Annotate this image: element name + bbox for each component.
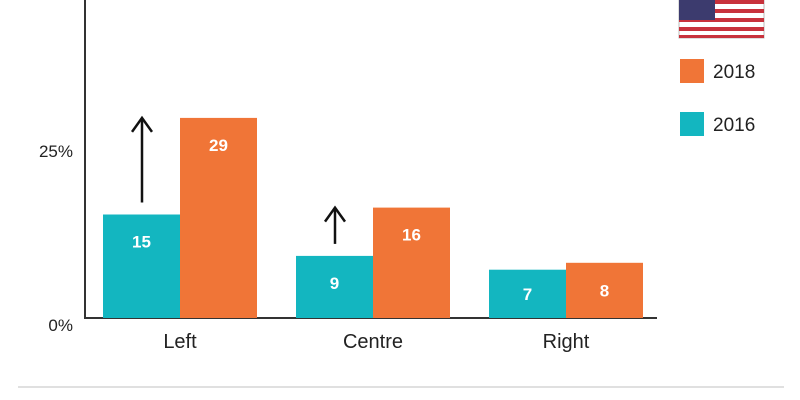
arrows-group (130, 115, 347, 244)
category-label-left: Left (163, 331, 197, 353)
bar-value-label: 9 (330, 274, 339, 293)
bar-centre-2016 (296, 255, 373, 318)
legend-swatch-2016 (680, 112, 704, 136)
bar-left-2016 (103, 214, 180, 318)
bar-left-2018 (180, 117, 257, 319)
category-labels: Left Centre Right (163, 331, 589, 353)
bar-value-label: 29 (209, 136, 228, 155)
bar-value-label: 7 (523, 285, 532, 304)
bars-group: 15 29 9 16 7 8 (103, 117, 643, 319)
legend: 2018 2016 (678, 0, 765, 136)
bar-value-label: 8 (600, 281, 609, 300)
legend-swatch-2018 (680, 59, 704, 83)
category-label-centre: Centre (343, 331, 403, 353)
y-tick-label-25: 25% (39, 142, 73, 161)
up-arrow-icon (130, 115, 154, 203)
bar-right-2018 (566, 262, 643, 318)
us-flag-icon (678, 0, 765, 39)
up-arrow-icon (323, 205, 347, 244)
y-tick-label-0: 0% (48, 316, 73, 335)
category-label-right: Right (543, 331, 590, 353)
legend-label-2018: 2018 (713, 62, 755, 83)
bar-value-label: 15 (132, 233, 151, 252)
bar-centre-2018 (373, 207, 450, 318)
bar-right-2016 (489, 269, 566, 318)
bar-value-label: 16 (402, 226, 421, 245)
legend-label-2016: 2016 (713, 115, 755, 136)
